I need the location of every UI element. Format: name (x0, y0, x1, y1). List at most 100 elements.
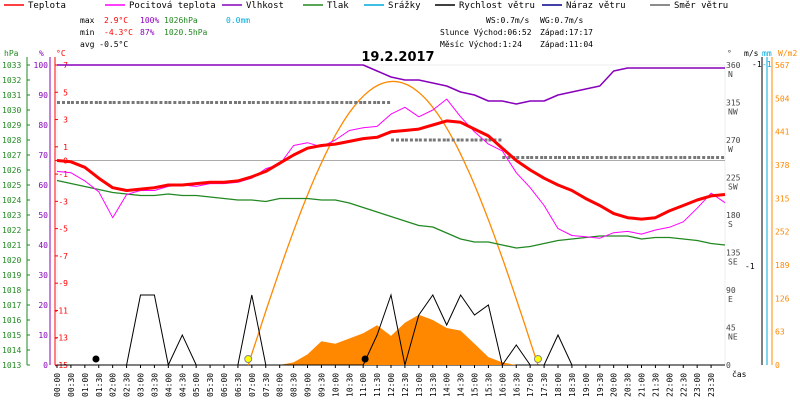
x-tick-label: 21:00 (638, 373, 647, 397)
ms-tick-top: -1 (752, 60, 762, 69)
x-tick-label: 15:00 (471, 373, 480, 397)
x-tick-label: 06:00 (220, 373, 229, 397)
hpa-tick-label: 1032 (2, 76, 21, 85)
x-tick-label: 12:30 (401, 373, 410, 397)
dir-tick-label: 135 (726, 249, 741, 258)
x-tick-label: 11:30 (373, 373, 382, 397)
x-tick-label: 02:30 (123, 373, 132, 397)
pct-tick-label: 50 (38, 211, 48, 220)
x-tick-label: 20:00 (610, 373, 619, 397)
dir-axis-title: ° (727, 49, 732, 58)
dir-tick-compass: NE (728, 333, 738, 342)
pct-axis-title: % (39, 49, 44, 58)
chart-title: 19.2.2017 (361, 50, 434, 65)
x-tick-label: 14:30 (457, 373, 466, 397)
sunrise-marker (244, 355, 253, 363)
wm-tick-label: 315 (775, 194, 790, 203)
pct-tick-label: 0 (43, 361, 48, 370)
dir-tick-compass: W (728, 145, 733, 154)
x-tick-label: 14:00 (443, 373, 452, 397)
plot-area (56, 64, 726, 366)
sunset-marker (533, 355, 542, 363)
pct-tick-label: 40 (38, 241, 48, 250)
hpa-tick-label: 1027 (2, 151, 21, 160)
x-tick-label: 22:00 (665, 373, 674, 397)
wind-speed-line (57, 293, 725, 367)
x-tick-label: 04:00 (164, 373, 173, 397)
wm-tick-label: 441 (775, 128, 790, 137)
pct-tick-label: 70 (38, 151, 48, 160)
dir-tick-compass: NW (728, 108, 738, 117)
x-axis-title: čas (732, 369, 747, 379)
x-tick-label: 15:30 (484, 373, 493, 397)
stats-max-rain: 0.0mm (226, 16, 250, 25)
stats-block: max 2.9°C 100% 1026hPa 0.0mm min -4.3°C 87% 1020… (80, 16, 593, 49)
stats-max-press: 1026hPa (164, 16, 198, 25)
hpa-tick-label: 1022 (2, 226, 21, 235)
stats-min-label: min (80, 28, 95, 37)
x-tick-label: 16:00 (498, 373, 507, 397)
legend-label-tlak: Tlak (327, 1, 349, 11)
x-tick-label: 08:30 (290, 373, 299, 397)
x-tick-label: 18:00 (554, 373, 563, 397)
wm-tick-label: 504 (775, 94, 790, 103)
pct-tick-label: 80 (38, 121, 48, 130)
hpa-tick-label: 1019 (2, 271, 21, 280)
stats-wg: WG:0.7m/s (540, 16, 584, 25)
dir-tick-label: 45 (726, 324, 736, 333)
wm-tick-label: 252 (775, 228, 790, 237)
legend-label-pocit: Pocitová teplota (129, 1, 216, 11)
hpa-tick-label: 1028 (2, 136, 21, 145)
stats-sunrise: Slunce Východ:06:52 (440, 28, 532, 37)
x-tick-label: 07:30 (262, 373, 271, 397)
dir-tick-compass: SW (728, 183, 738, 192)
x-tick-label: 01:30 (95, 373, 104, 397)
stats-sunset: Západ:17:17 (540, 28, 593, 37)
wind-direction-series (57, 101, 725, 159)
x-tick-label: 03:30 (150, 373, 159, 397)
stats-max-temp: 2.9°C (104, 16, 128, 25)
x-tick-label: 00:30 (67, 373, 76, 397)
temp-tick-label: -11 (54, 306, 69, 315)
hpa-tick-label: 1030 (2, 106, 21, 115)
legend-label-srazky: Srážky (388, 1, 421, 11)
temperature-line (56, 119, 726, 221)
hpa-tick-label: 1021 (2, 241, 21, 250)
sun-markers (92, 355, 542, 363)
x-tick-label: 16:30 (512, 373, 521, 397)
dir-tick-label: 270 (726, 136, 741, 145)
x-tick-label: 23:00 (693, 373, 702, 397)
x-tick-label: 17:30 (540, 373, 549, 397)
stats-avg: avg -0.5°C (80, 40, 128, 49)
stats-ws: WS:0.7m/s (486, 16, 530, 25)
pct-tick-label: 10 (38, 331, 48, 340)
x-tick-label: 18:30 (568, 373, 577, 397)
temp-tick-label: 1 (63, 143, 68, 152)
x-tick-label: 07:00 (248, 373, 257, 397)
x-tick-label: 06:30 (234, 373, 243, 397)
x-tick-label: 19:00 (582, 373, 591, 397)
pct-tick-label: 90 (38, 91, 48, 100)
moonset-marker (361, 355, 369, 363)
stats-moonset: Západ:11:04 (540, 40, 593, 49)
wm-tick-label: 378 (775, 161, 790, 170)
pct-tick-label: 20 (38, 301, 48, 310)
hpa-tick-label: 1020 (2, 256, 21, 265)
stats-max-label: max (80, 16, 95, 25)
x-tick-label: 09:30 (317, 373, 326, 397)
x-tick-label: 17:00 (526, 373, 535, 397)
x-tick-label: 05:00 (192, 373, 201, 397)
x-tick-label: 04:30 (178, 373, 187, 397)
stats-max-hum: 100% (140, 16, 159, 25)
x-tick-label: 00:00 (53, 373, 62, 397)
dir-tick-compass: N (728, 70, 733, 79)
wm-tick-label: 189 (775, 261, 790, 270)
temp-tick-label: -7 (58, 252, 68, 261)
x-tick-label: 19:30 (596, 373, 605, 397)
hpa-tick-label: 1015 (2, 331, 21, 340)
x-tick-label: 08:00 (276, 373, 285, 397)
hpa-tick-label: 1018 (2, 286, 21, 295)
temp-tick-label: -3 (58, 197, 68, 206)
moonrise-marker (92, 355, 100, 363)
